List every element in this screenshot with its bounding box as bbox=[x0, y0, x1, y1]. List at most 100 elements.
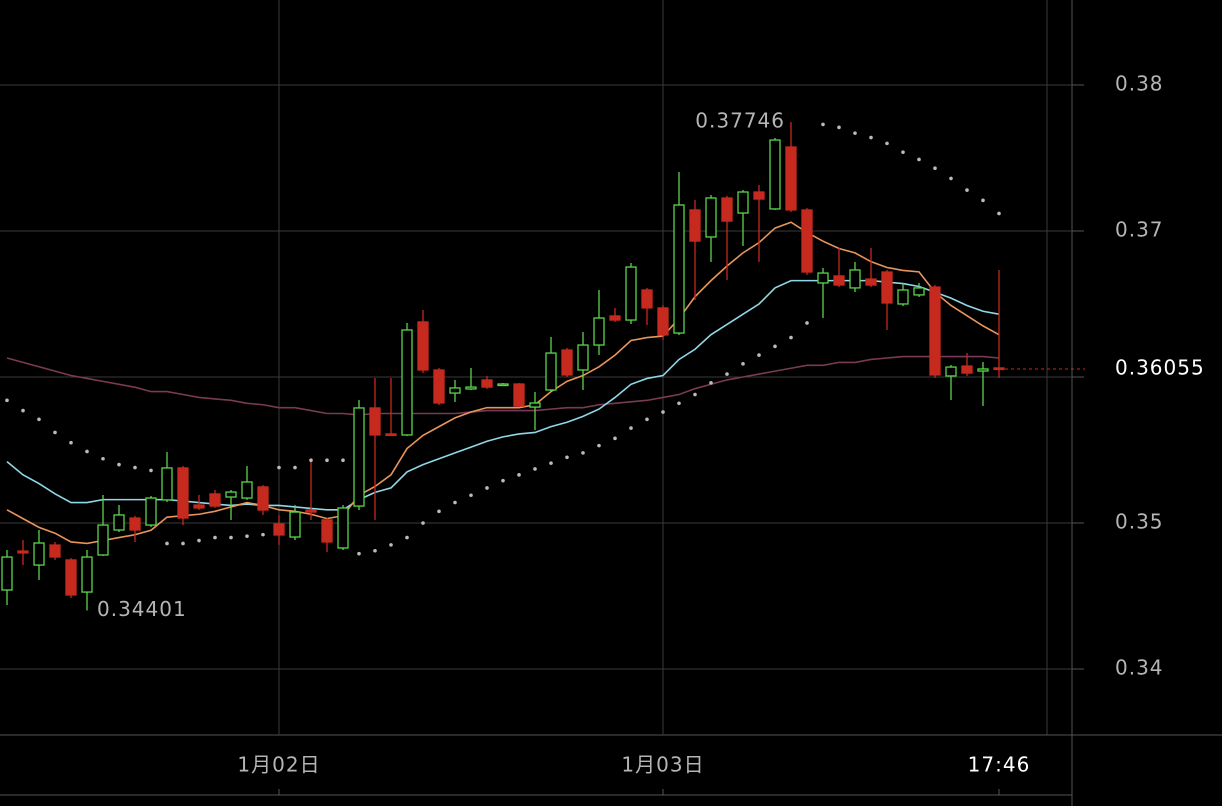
candle-body bbox=[497, 383, 509, 387]
candle-body bbox=[689, 209, 701, 242]
sar-dot bbox=[261, 532, 265, 537]
sar-dot bbox=[117, 462, 121, 467]
candle-body bbox=[481, 379, 493, 388]
candle-body bbox=[305, 509, 317, 513]
x-tick-label: 1月03日 bbox=[621, 753, 704, 777]
y-tick-label: 0.38 bbox=[1115, 71, 1164, 95]
candle-body bbox=[673, 204, 685, 334]
sar-dot bbox=[645, 417, 649, 422]
sar-dot bbox=[581, 451, 585, 455]
sar-dot bbox=[709, 381, 713, 385]
candle-body bbox=[977, 368, 989, 372]
sar-dot bbox=[325, 458, 329, 463]
y-tick-label: 0.37 bbox=[1115, 217, 1164, 241]
sar-dot bbox=[389, 543, 393, 547]
candle-body bbox=[273, 523, 285, 536]
sar-dot bbox=[485, 486, 489, 490]
sar-dot bbox=[341, 458, 345, 463]
sar-dot bbox=[69, 440, 73, 445]
candle-body bbox=[513, 383, 525, 407]
sar-dot bbox=[245, 534, 249, 538]
candle-body bbox=[625, 266, 637, 321]
candle-body bbox=[529, 402, 541, 408]
sar-dot bbox=[517, 473, 521, 477]
sar-dot bbox=[965, 188, 969, 192]
sar-dot bbox=[501, 478, 505, 483]
candle-body bbox=[465, 386, 477, 390]
sar-dot bbox=[37, 417, 41, 422]
moving-average-line bbox=[6, 221, 1000, 545]
sar-dot bbox=[53, 430, 57, 435]
sar-dot bbox=[469, 493, 473, 498]
sar-dot bbox=[773, 344, 777, 349]
sar-dot bbox=[869, 135, 873, 140]
candle-body bbox=[81, 556, 93, 593]
sar-dot bbox=[213, 535, 217, 540]
candle-body bbox=[433, 369, 445, 404]
y-tick-label: 0.34 bbox=[1115, 656, 1164, 680]
candle-body bbox=[385, 433, 397, 437]
sar-dot bbox=[885, 141, 889, 146]
sar-dot bbox=[405, 535, 409, 540]
candle-body bbox=[769, 139, 781, 210]
sar-dot bbox=[853, 131, 857, 135]
candle-body bbox=[449, 387, 461, 394]
sar-dot bbox=[661, 410, 665, 414]
sar-dot bbox=[85, 449, 89, 454]
last-price-label: 0.36055 bbox=[1115, 355, 1205, 379]
sar-dot bbox=[565, 455, 569, 460]
sar-dot bbox=[613, 436, 617, 441]
candle-body bbox=[545, 352, 557, 391]
sar-dot bbox=[133, 465, 137, 470]
candle-body bbox=[753, 191, 765, 200]
x-tick-label: 17:46 bbox=[968, 753, 1031, 777]
sar-dot bbox=[5, 398, 9, 403]
candle-body bbox=[321, 519, 333, 543]
candle-body bbox=[641, 289, 653, 309]
sar-dot bbox=[197, 538, 201, 543]
sar-dot bbox=[101, 456, 105, 461]
sar-dot bbox=[549, 461, 553, 465]
sar-dot bbox=[293, 465, 297, 470]
sar-dot bbox=[629, 426, 633, 430]
candle-body bbox=[705, 197, 717, 238]
sar-dot bbox=[277, 465, 281, 470]
sar-dot bbox=[677, 401, 681, 406]
sar-dot bbox=[597, 443, 601, 448]
sar-dot bbox=[933, 166, 937, 171]
sar-dot bbox=[789, 335, 793, 340]
candle-body bbox=[593, 317, 605, 346]
candle-body bbox=[801, 209, 813, 273]
candle-body bbox=[65, 559, 77, 596]
candle-body bbox=[865, 278, 877, 286]
candle-body bbox=[785, 146, 797, 211]
candle-body bbox=[337, 507, 349, 549]
candle-body bbox=[241, 481, 253, 499]
x-tick-label: 1月02日 bbox=[237, 753, 320, 777]
candle-body bbox=[657, 307, 669, 336]
candle-body bbox=[33, 542, 45, 566]
sar-dot bbox=[997, 211, 1001, 216]
candle-body bbox=[913, 287, 925, 296]
candle-body bbox=[353, 407, 365, 507]
candle-body bbox=[401, 329, 413, 436]
candle-body bbox=[833, 275, 845, 286]
sar-dot bbox=[357, 551, 361, 556]
sar-dot bbox=[981, 198, 985, 203]
candle-body bbox=[737, 191, 749, 214]
sar-dot bbox=[821, 122, 825, 127]
candle-body bbox=[897, 289, 909, 305]
sar-dot bbox=[21, 408, 25, 413]
sar-dot bbox=[229, 535, 233, 540]
sar-dot bbox=[949, 176, 953, 181]
candle-body bbox=[129, 517, 141, 531]
candle-body bbox=[577, 344, 589, 371]
candle-body bbox=[177, 467, 189, 519]
low-label: 0.34401 bbox=[97, 597, 187, 621]
candle-body bbox=[561, 349, 573, 376]
candle-body bbox=[609, 315, 621, 321]
sar-dot bbox=[421, 521, 425, 525]
sar-dot bbox=[837, 125, 841, 130]
candle-body bbox=[849, 269, 861, 289]
